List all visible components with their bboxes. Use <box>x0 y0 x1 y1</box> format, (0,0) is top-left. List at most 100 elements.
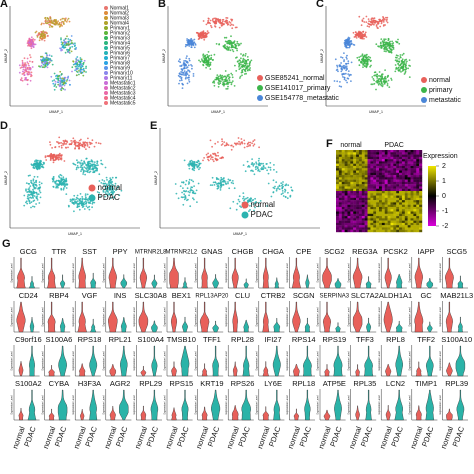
cell-point <box>220 176 223 179</box>
heatmap-cell <box>338 195 342 199</box>
cell-point <box>219 157 222 160</box>
cell-point <box>58 74 60 77</box>
heatmap-cell <box>393 179 397 183</box>
cell-point <box>45 32 48 34</box>
y-axis-label: Expression Level <box>11 351 14 370</box>
cell-point <box>76 194 79 197</box>
legend-label: PDAC <box>98 193 120 202</box>
heatmap-cell <box>396 152 400 155</box>
heatmap-cell <box>364 184 368 187</box>
cell-point <box>30 181 32 184</box>
cell-point <box>66 48 69 51</box>
cell-point <box>27 197 30 200</box>
cell-point <box>227 85 229 88</box>
cell-point <box>375 25 378 27</box>
cell-point <box>228 187 231 190</box>
heatmap-cell <box>336 156 340 160</box>
heatmap-cell <box>381 218 385 221</box>
cell-point <box>97 164 99 167</box>
cell-point <box>76 59 79 62</box>
cell-point <box>63 17 65 20</box>
cell-point <box>20 79 23 82</box>
cell-point <box>224 46 227 49</box>
heatmap-cell <box>341 184 345 187</box>
gene-name: SLC30A8 <box>135 291 167 300</box>
cell-point <box>253 173 256 176</box>
heatmap-cell <box>358 191 362 194</box>
heatmap-cell <box>404 202 408 205</box>
cell-point <box>63 23 65 25</box>
cell-point <box>215 19 218 21</box>
cell-point <box>66 183 69 186</box>
violin <box>59 318 66 333</box>
heatmap-cell <box>356 202 360 205</box>
cell-point <box>340 62 342 64</box>
heatmap-cell <box>379 172 383 176</box>
heatmap-cell <box>364 165 368 169</box>
cell-point <box>62 183 65 186</box>
heatmap-cell <box>419 213 423 217</box>
legend-swatch <box>257 95 263 101</box>
heatmap-cell <box>336 150 340 153</box>
heatmap-cell <box>387 150 391 153</box>
heatmap-cell <box>336 206 340 210</box>
heatmap-cell <box>381 177 385 180</box>
cell-point <box>278 188 281 191</box>
cell-point <box>267 166 270 169</box>
heatmap-cell <box>399 184 403 187</box>
cell-point <box>193 164 196 167</box>
heatmap-cell <box>396 222 400 226</box>
heatmap-cell <box>399 209 403 212</box>
heatmap-cell <box>361 172 365 176</box>
violin <box>363 345 374 377</box>
cell-point <box>378 77 381 80</box>
cell-point <box>244 53 247 55</box>
heatmap-cell <box>396 179 400 183</box>
cell-point <box>390 49 393 52</box>
cell-point <box>23 204 26 207</box>
heatmap-cell <box>393 152 397 155</box>
heatmap-cell <box>384 213 388 217</box>
cell-point <box>261 168 264 170</box>
violin <box>446 362 453 377</box>
cell-point <box>265 163 268 165</box>
violin <box>212 345 219 377</box>
cell-point <box>30 40 33 43</box>
cell-point <box>61 42 64 45</box>
heatmap-cell <box>341 170 345 173</box>
cell-point <box>379 42 382 45</box>
cell-point <box>234 47 237 49</box>
heatmap-cell <box>356 156 360 160</box>
heatmap-cell <box>407 209 411 212</box>
cell-point <box>50 75 53 78</box>
cell-point <box>215 22 218 25</box>
cell-point <box>347 43 349 46</box>
cell-point <box>38 183 41 186</box>
heatmap-cell <box>399 220 403 224</box>
heatmap-cell <box>373 165 377 169</box>
cell-point <box>233 85 236 87</box>
cell-point <box>106 193 109 196</box>
gene-name: PPY <box>113 247 128 256</box>
heatmap-cell <box>373 181 377 185</box>
cell-point <box>364 33 366 35</box>
cell-point <box>214 142 217 145</box>
cell-point <box>70 50 73 53</box>
heatmap-cell <box>336 222 340 226</box>
cell-point <box>60 86 63 88</box>
cell-point <box>113 196 115 199</box>
cell-point <box>204 55 207 58</box>
cell-point <box>70 39 73 42</box>
violin <box>302 345 312 377</box>
panel-label: F <box>326 138 333 150</box>
cell-point <box>201 59 204 62</box>
cell-point <box>33 181 36 184</box>
cell-point <box>193 198 195 201</box>
heatmap-cell <box>396 191 400 194</box>
gene-name: AGR2 <box>110 379 130 388</box>
cell-point <box>37 159 39 162</box>
cell-point <box>65 179 68 182</box>
heatmap-cell <box>419 206 423 210</box>
colorbar-tick-label: 1 <box>442 178 446 185</box>
cell-point <box>267 172 270 175</box>
